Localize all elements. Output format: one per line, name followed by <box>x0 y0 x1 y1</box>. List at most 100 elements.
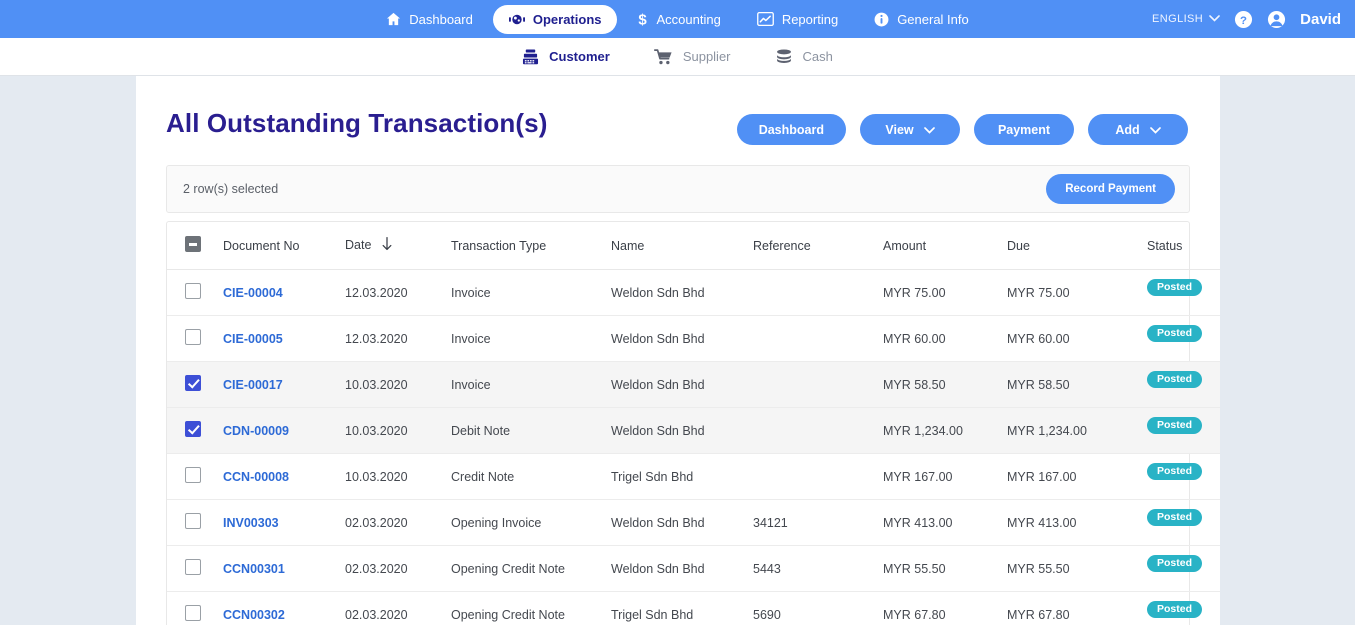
table-row[interactable]: CCN00302 02.03.2020 Opening Credit Note Tri… <box>167 591 1220 625</box>
subnav-item-cash[interactable]: Cash <box>775 49 833 64</box>
record-payment-button[interactable]: Record Payment <box>1046 174 1175 204</box>
row-checkbox[interactable] <box>185 467 201 483</box>
cell-name: Weldon Sdn Bhd <box>611 315 753 362</box>
column-header-select-all[interactable] <box>167 222 223 270</box>
cell-reference: 5443 <box>753 545 883 592</box>
table-row[interactable]: CDN-00009 10.03.2020 Debit Note Weldon Sdn … <box>167 407 1220 454</box>
cell-amount: MYR 413.00 <box>883 499 1007 546</box>
subnav-item-supplier[interactable]: Supplier <box>653 48 731 65</box>
table-row[interactable]: CIE-00005 12.03.2020 Invoice Weldon Sdn Bhd… <box>167 315 1220 362</box>
status-badge: Posted <box>1147 325 1203 342</box>
table-header: Document No Date Transaction Type Name Refer… <box>167 222 1220 270</box>
add-button[interactable]: Add <box>1088 114 1188 145</box>
cell-document-no[interactable]: CCN00301 <box>223 545 345 592</box>
column-header-transaction-type[interactable]: Transaction Type <box>451 222 611 270</box>
nav-item-label: General Info <box>897 11 969 27</box>
row-checkbox-cell[interactable] <box>167 453 223 500</box>
document-link[interactable]: CDN-00009 <box>223 423 290 438</box>
row-checkbox-cell[interactable] <box>167 269 223 316</box>
document-link[interactable]: INV00303 <box>223 515 279 530</box>
cell-date: 12.03.2020 <box>345 269 451 316</box>
row-checkbox-cell[interactable] <box>167 591 223 625</box>
cell-name: Weldon Sdn Bhd <box>611 361 753 408</box>
status-badge: Posted <box>1147 279 1203 296</box>
content-card: All Outstanding Transaction(s) Dashboard… <box>136 76 1220 625</box>
column-header-reference[interactable]: Reference <box>753 222 883 270</box>
column-header-label: Status <box>1147 238 1183 253</box>
row-checkbox-cell[interactable] <box>167 315 223 362</box>
chart-icon <box>756 12 774 26</box>
document-link[interactable]: CIE-00017 <box>223 377 283 392</box>
cell-due: MYR 167.00 <box>1007 453 1147 500</box>
select-all-checkbox[interactable] <box>185 236 201 252</box>
column-header-date[interactable]: Date <box>345 222 451 270</box>
column-header-due[interactable]: Due <box>1007 222 1147 270</box>
row-checkbox[interactable] <box>185 605 201 621</box>
dashboard-button[interactable]: Dashboard <box>736 114 846 145</box>
table-row[interactable]: INV00303 02.03.2020 Opening Invoice Weldon … <box>167 499 1220 546</box>
help-circle-icon[interactable]: ? <box>1234 10 1253 29</box>
sort-desc-icon[interactable] <box>381 236 393 254</box>
nav-item-dashboard[interactable]: Dashboard <box>370 5 489 34</box>
user-circle-icon[interactable] <box>1267 10 1286 29</box>
status-badge: Posted <box>1147 417 1203 434</box>
view-button[interactable]: View <box>860 114 960 145</box>
row-checkbox-cell[interactable] <box>167 407 223 454</box>
cell-document-no[interactable]: CCN-00008 <box>223 453 345 500</box>
document-link[interactable]: CCN00301 <box>223 561 285 576</box>
row-checkbox-cell[interactable] <box>167 545 223 592</box>
document-link[interactable]: CIE-00005 <box>223 331 283 346</box>
table-row[interactable]: CIE-00017 10.03.2020 Invoice Weldon Sdn Bhd… <box>167 361 1220 408</box>
cell-due: MYR 55.50 <box>1007 545 1147 592</box>
row-checkbox[interactable] <box>185 513 201 529</box>
table-row[interactable]: CCN00301 02.03.2020 Opening Credit Note Wel… <box>167 545 1220 592</box>
row-checkbox[interactable] <box>185 329 201 345</box>
language-selector[interactable]: ENGLISH <box>1152 13 1220 25</box>
cell-document-no[interactable]: CDN-00009 <box>223 407 345 454</box>
table-row[interactable]: CIE-00004 12.03.2020 Invoice Weldon Sdn Bhd… <box>167 269 1220 316</box>
language-label: ENGLISH <box>1152 13 1204 25</box>
cell-document-no[interactable]: CIE-00017 <box>223 361 345 408</box>
table-row[interactable]: CCN-00008 10.03.2020 Credit Note Trigel Sdn… <box>167 453 1220 500</box>
cell-status: Posted <box>1147 453 1220 500</box>
subnav-item-customer[interactable]: Customer <box>522 48 610 65</box>
payment-button[interactable]: Payment <box>974 114 1074 145</box>
cell-document-no[interactable]: CCN00302 <box>223 591 345 625</box>
cell-document-no[interactable]: CIE-00005 <box>223 315 345 362</box>
shopping-cart-icon <box>653 48 673 65</box>
nav-item-operations[interactable]: Operations <box>492 4 618 34</box>
nav-item-accounting[interactable]: $ Accounting <box>621 4 736 34</box>
cell-reference <box>753 315 883 362</box>
button-label: Dashboard <box>758 122 824 137</box>
row-checkbox[interactable] <box>185 375 201 391</box>
column-header-amount[interactable]: Amount <box>883 222 1007 270</box>
row-checkbox-cell[interactable] <box>167 361 223 408</box>
rows-selected-label: 2 row(s) selected <box>183 182 279 196</box>
user-name-label[interactable]: David <box>1300 10 1341 28</box>
row-checkbox[interactable] <box>185 421 201 437</box>
cell-document-no[interactable]: INV00303 <box>223 499 345 546</box>
document-link[interactable]: CIE-00004 <box>223 285 283 300</box>
nav-item-reporting[interactable]: Reporting <box>741 5 854 34</box>
cell-transaction-type: Opening Credit Note <box>451 545 611 592</box>
row-checkbox[interactable] <box>185 283 201 299</box>
nav-item-general-info[interactable]: General Info <box>858 5 985 34</box>
chevron-down-icon <box>923 123 935 137</box>
subnav-item-label: Customer <box>549 49 610 64</box>
info-icon <box>874 12 889 27</box>
document-link[interactable]: CCN00302 <box>223 607 285 622</box>
cell-date: 02.03.2020 <box>345 499 451 546</box>
cell-document-no[interactable]: CIE-00004 <box>223 269 345 316</box>
cell-due: MYR 67.80 <box>1007 591 1147 625</box>
column-header-name[interactable]: Name <box>611 222 753 270</box>
row-checkbox-cell[interactable] <box>167 499 223 546</box>
cell-status: Posted <box>1147 269 1220 316</box>
column-header-document-no[interactable]: Document No <box>223 222 345 270</box>
cell-reference <box>753 269 883 316</box>
row-checkbox[interactable] <box>185 559 201 575</box>
column-header-status[interactable]: Status <box>1147 222 1220 270</box>
button-label: Add <box>1115 122 1140 137</box>
document-link[interactable]: CCN-00008 <box>223 469 290 484</box>
status-badge: Posted <box>1147 509 1203 526</box>
svg-text:?: ? <box>1240 14 1247 26</box>
